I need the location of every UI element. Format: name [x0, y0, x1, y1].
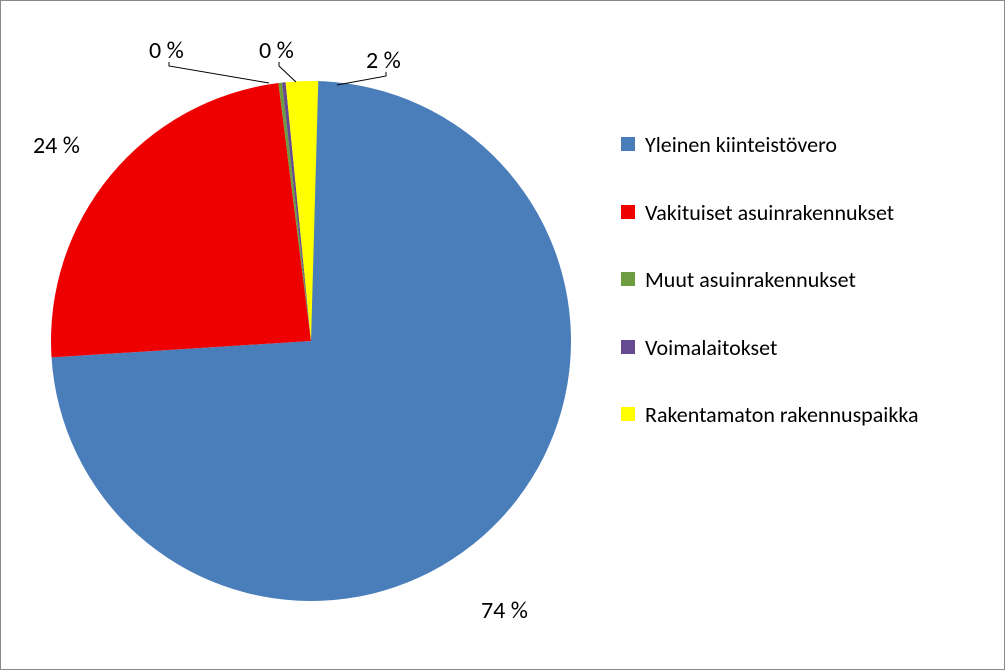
pie-svg: [1, 1, 621, 671]
legend-item-rakentamaton: Rakentamaton rakennuspaikka: [621, 401, 981, 429]
legend: Yleinen kiinteistövero Vakituiset asuinra…: [621, 131, 981, 469]
legend-swatch-voimalait: [621, 340, 635, 354]
pie-area: 74 % 24 % 0 % 0 % 2 %: [1, 1, 621, 671]
callout-vakituiset: 24 %: [33, 131, 80, 160]
legend-swatch-yleinen: [621, 137, 635, 151]
callout-muut: 0 %: [149, 36, 184, 65]
callout-leader-muut: [169, 62, 269, 83]
pie-chart-container: 74 % 24 % 0 % 0 % 2 % Yleinen kiinteistövero…: [0, 0, 1005, 670]
legend-swatch-muut: [621, 272, 635, 286]
legend-item-voimalait: Voimalaitokset: [621, 334, 981, 362]
legend-item-yleinen: Yleinen kiinteistövero: [621, 131, 981, 159]
legend-item-vakituiset: Vakituiset asuinrakennukset: [621, 199, 981, 227]
legend-label-vakituiset: Vakituiset asuinrakennukset: [645, 199, 894, 227]
callout-yleinen: 74 %: [481, 596, 528, 625]
pie-slice-vakituiset: [51, 83, 311, 357]
callout-rakentamaton: 2 %: [366, 46, 401, 75]
legend-label-voimalait: Voimalaitokset: [645, 334, 777, 362]
legend-swatch-vakituiset: [621, 205, 635, 219]
callout-leader-voimalait: [279, 62, 296, 82]
callout-voimalait: 0 %: [259, 36, 294, 65]
legend-swatch-rakentamaton: [621, 407, 635, 421]
legend-label-rakentamaton: Rakentamaton rakennuspaikka: [645, 401, 919, 429]
legend-label-yleinen: Yleinen kiinteistövero: [645, 131, 837, 159]
legend-label-muut: Muut asuinrakennukset: [645, 266, 856, 294]
legend-item-muut: Muut asuinrakennukset: [621, 266, 981, 294]
